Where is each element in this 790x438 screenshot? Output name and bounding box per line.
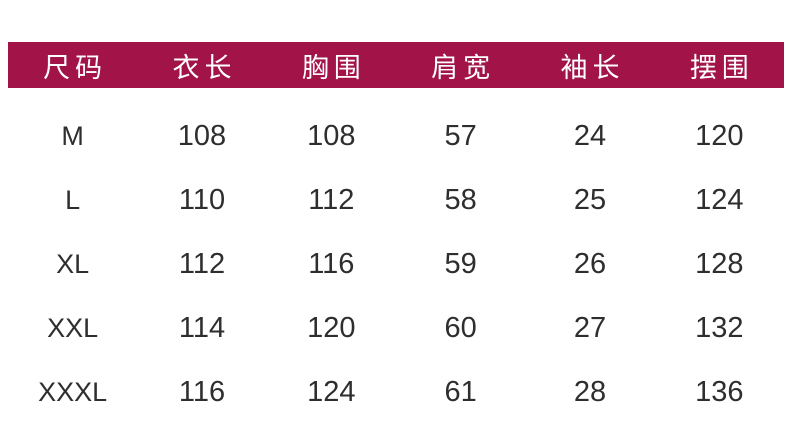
sleeve-value: 24	[573, 119, 607, 152]
shoulder-value: 60	[444, 311, 477, 344]
table-row-xxl: XXL 114 120 60 27 132	[8, 296, 784, 360]
column-header-hem: 摆围	[689, 52, 754, 83]
length-value: 108	[177, 119, 227, 152]
hem-value: 136	[695, 375, 744, 408]
size-table-header: 尺码 衣长 胸围 肩宽 袖长 摆围	[8, 42, 784, 88]
table-row-xl: XL 112 116 59 26 128	[8, 232, 784, 296]
hem-value: 124	[695, 183, 744, 216]
length-value: 114	[178, 311, 226, 344]
bust-value: 112	[308, 183, 355, 216]
size-label: XXL	[47, 312, 99, 343]
hem-value: 128	[695, 247, 744, 280]
size-label: XL	[56, 248, 90, 279]
size-label: XXXL	[38, 376, 108, 407]
length-value: 110	[178, 183, 226, 216]
column-header-bust: 胸围	[301, 52, 366, 83]
size-table-body: M 108 108 57 24 120 L 110 112 58 25 124 …	[8, 104, 784, 424]
column-header-sleeve: 袖长	[560, 52, 625, 83]
length-value: 112	[178, 247, 226, 280]
sleeve-value: 28	[573, 375, 607, 408]
table-row-m: M 108 108 57 24 120	[8, 104, 784, 168]
shoulder-value: 61	[444, 375, 477, 408]
sleeve-value: 25	[573, 183, 607, 216]
sleeve-value: 27	[573, 311, 607, 344]
shoulder-value: 58	[444, 183, 477, 216]
table-row-l: L 110 112 58 25 124	[8, 168, 784, 232]
table-row-xxxl: XXXL 116 124 61 28 136	[8, 360, 784, 424]
size-label: M	[61, 120, 84, 151]
column-header-size: 尺码	[43, 52, 108, 83]
hem-value: 120	[695, 119, 744, 152]
sleeve-value: 26	[573, 247, 607, 280]
length-value: 116	[178, 375, 226, 408]
size-label: L	[65, 184, 81, 215]
bust-value: 108	[307, 119, 356, 152]
hem-value: 132	[695, 311, 744, 344]
column-header-shoulder: 肩宽	[431, 52, 496, 83]
size-table: 尺码 衣长 胸围 肩宽 袖长 摆围 M 108 108 57 24 120 L …	[8, 42, 784, 424]
bust-value: 116	[308, 247, 355, 280]
shoulder-value: 57	[444, 119, 477, 152]
shoulder-value: 59	[444, 247, 477, 280]
bust-value: 120	[307, 311, 356, 344]
column-header-length: 衣长	[172, 52, 237, 83]
bust-value: 124	[307, 375, 356, 408]
